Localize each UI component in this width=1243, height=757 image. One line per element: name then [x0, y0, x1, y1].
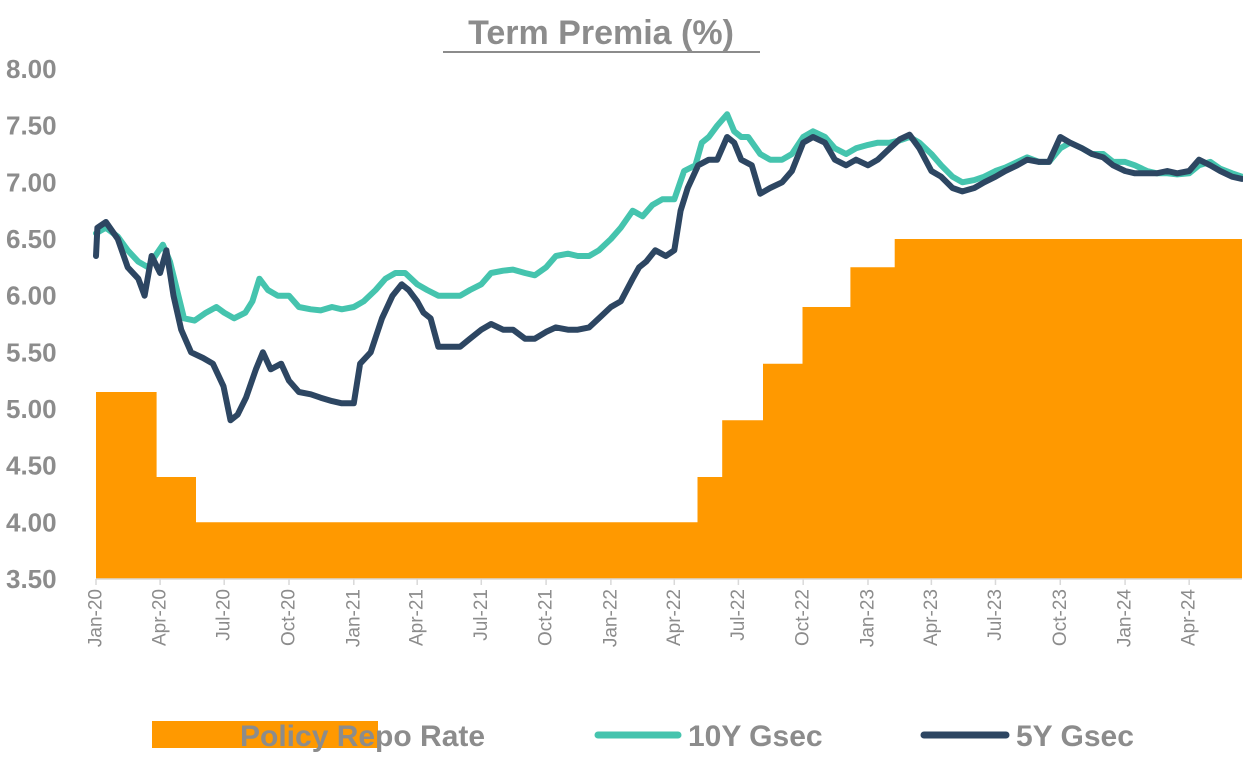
x-tick-label: Jan-20 [86, 589, 107, 647]
y-tick-label: 5.50 [6, 337, 57, 367]
series-5y-gsec-line [93, 131, 1243, 424]
legend-label-10y-gsec: 10Y Gsec [688, 720, 823, 753]
x-tick-label: Jan-21 [343, 589, 364, 647]
x-tick-label: Jan-24 [1115, 589, 1136, 648]
y-tick-label: 5.00 [6, 394, 57, 424]
y-tick-label: 3.50 [6, 564, 57, 594]
x-tick-label: Apr-20 [150, 589, 171, 646]
x-tick-label: Apr-21 [407, 589, 428, 646]
plot-area [93, 111, 1243, 579]
axes: 3.50 4.00 4.50 5.00 5.50 6.00 6.50 7.00 7.50 8.00… [6, 54, 1242, 647]
x-tick-label: Jan-22 [600, 589, 621, 647]
legend-swatch-policy-repo-rate [152, 721, 378, 748]
x-tick-label: Apr-24 [1179, 589, 1200, 646]
series-policy-repo-rate-area [96, 239, 1242, 579]
x-tick-label: Apr-23 [921, 589, 942, 646]
legend-label-policy-repo-rate: Policy Repo Rate [240, 720, 485, 753]
y-tick-label: 8.00 [6, 54, 57, 84]
x-tick-label: Jul-22 [728, 589, 749, 641]
legend-label-5y-gsec: 5Y Gsec [1016, 720, 1134, 753]
y-tick-label: 7.00 [6, 167, 57, 197]
legend: Policy Repo Rate 10Y Gsec 5Y Gsec [152, 720, 1134, 753]
y-tick-label: 6.50 [6, 224, 57, 254]
x-tick-label: Oct-20 [279, 589, 300, 646]
y-tick-label: 4.50 [6, 451, 57, 481]
chart-title: Term Premia (%) [468, 14, 734, 52]
x-tick-label: Jul-21 [471, 589, 492, 641]
x-tick-label: Oct-21 [536, 589, 557, 646]
x-tick-label: Apr-22 [664, 589, 685, 646]
x-tick-label: Jan-23 [858, 589, 879, 647]
x-tick-label: Jul-20 [214, 589, 235, 641]
x-tick-label: Oct-23 [1050, 589, 1071, 646]
y-tick-label: 6.00 [6, 281, 57, 311]
x-tick-label: Jul-23 [985, 589, 1006, 641]
x-tick-label: Oct-22 [793, 589, 814, 646]
y-tick-label: 7.50 [6, 111, 57, 141]
y-tick-label: 4.00 [6, 507, 57, 537]
